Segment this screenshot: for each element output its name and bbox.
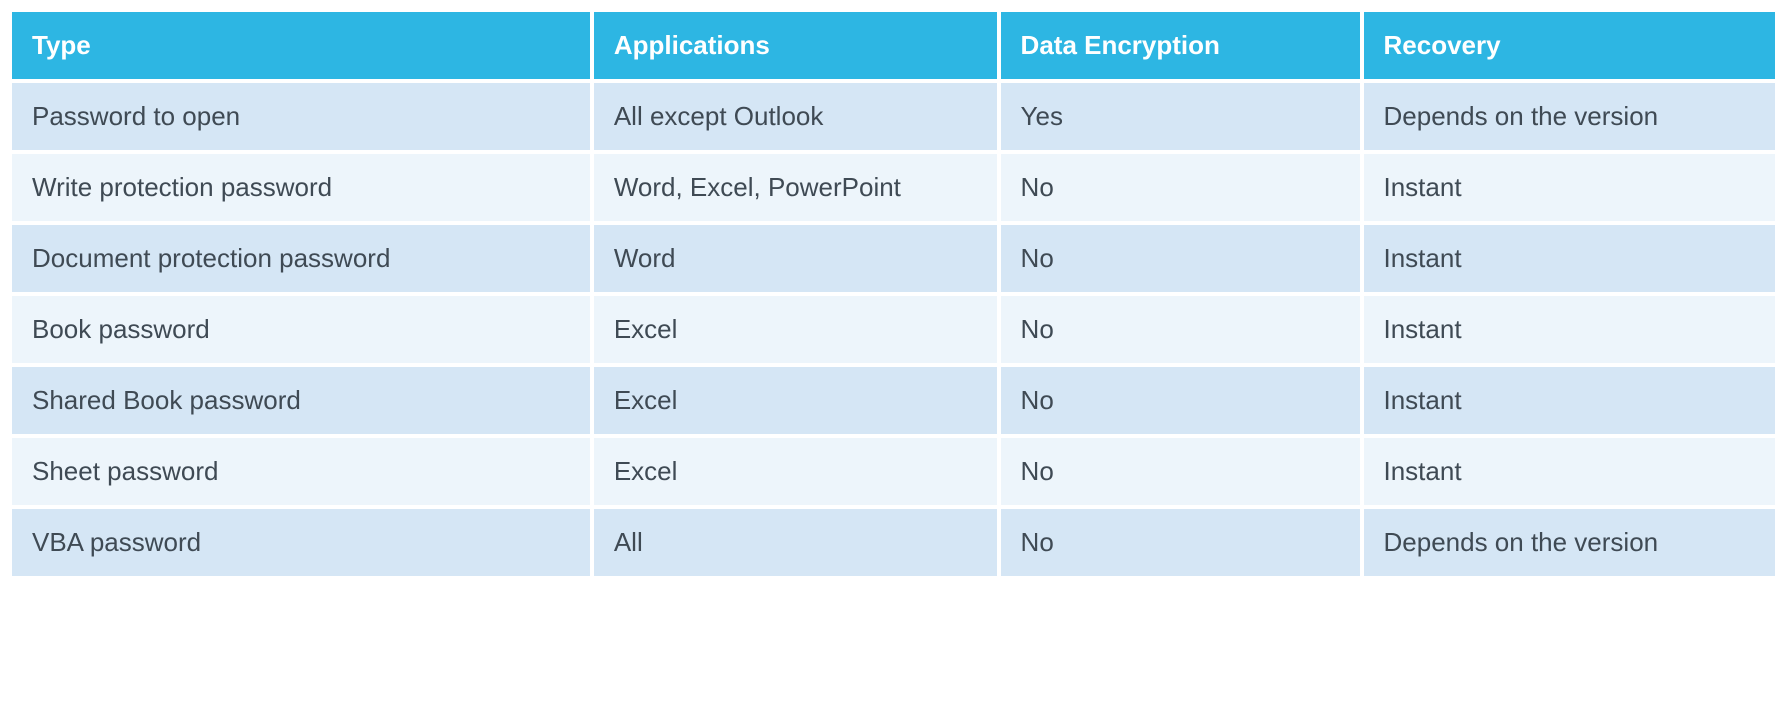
header-row: Type Applications Data Encryption Recove… [12, 12, 1775, 79]
table-body: Password to open All except Outlook Yes … [12, 83, 1775, 576]
table-row: Document protection password Word No Ins… [12, 225, 1775, 292]
cell-applications: Excel [594, 438, 997, 505]
cell-type: VBA password [12, 509, 590, 576]
cell-type: Book password [12, 296, 590, 363]
table-row: Shared Book password Excel No Instant [12, 367, 1775, 434]
cell-applications: Excel [594, 296, 997, 363]
cell-type: Document protection password [12, 225, 590, 292]
cell-recovery: Depends on the version [1364, 509, 1776, 576]
header-type: Type [12, 12, 590, 79]
table-row: VBA password All No Depends on the versi… [12, 509, 1775, 576]
cell-applications: Excel [594, 367, 997, 434]
cell-applications: All [594, 509, 997, 576]
cell-type: Write protection password [12, 154, 590, 221]
header-recovery: Recovery [1364, 12, 1776, 79]
cell-data-encryption: Yes [1001, 83, 1360, 150]
cell-recovery: Depends on the version [1364, 83, 1776, 150]
cell-data-encryption: No [1001, 225, 1360, 292]
cell-data-encryption: No [1001, 438, 1360, 505]
cell-data-encryption: No [1001, 154, 1360, 221]
table-row: Password to open All except Outlook Yes … [12, 83, 1775, 150]
cell-recovery: Instant [1364, 154, 1776, 221]
cell-recovery: Instant [1364, 225, 1776, 292]
cell-applications: Word, Excel, PowerPoint [594, 154, 997, 221]
cell-applications: Word [594, 225, 997, 292]
cell-recovery: Instant [1364, 296, 1776, 363]
table-row: Sheet password Excel No Instant [12, 438, 1775, 505]
cell-recovery: Instant [1364, 438, 1776, 505]
cell-type: Sheet password [12, 438, 590, 505]
table-header: Type Applications Data Encryption Recove… [12, 12, 1775, 79]
cell-data-encryption: No [1001, 367, 1360, 434]
header-applications: Applications [594, 12, 997, 79]
cell-data-encryption: No [1001, 509, 1360, 576]
cell-applications: All except Outlook [594, 83, 997, 150]
password-types-table: Type Applications Data Encryption Recove… [8, 8, 1779, 580]
cell-type: Password to open [12, 83, 590, 150]
header-data-encryption: Data Encryption [1001, 12, 1360, 79]
table-row: Write protection password Word, Excel, P… [12, 154, 1775, 221]
cell-recovery: Instant [1364, 367, 1776, 434]
table-row: Book password Excel No Instant [12, 296, 1775, 363]
cell-data-encryption: No [1001, 296, 1360, 363]
cell-type: Shared Book password [12, 367, 590, 434]
